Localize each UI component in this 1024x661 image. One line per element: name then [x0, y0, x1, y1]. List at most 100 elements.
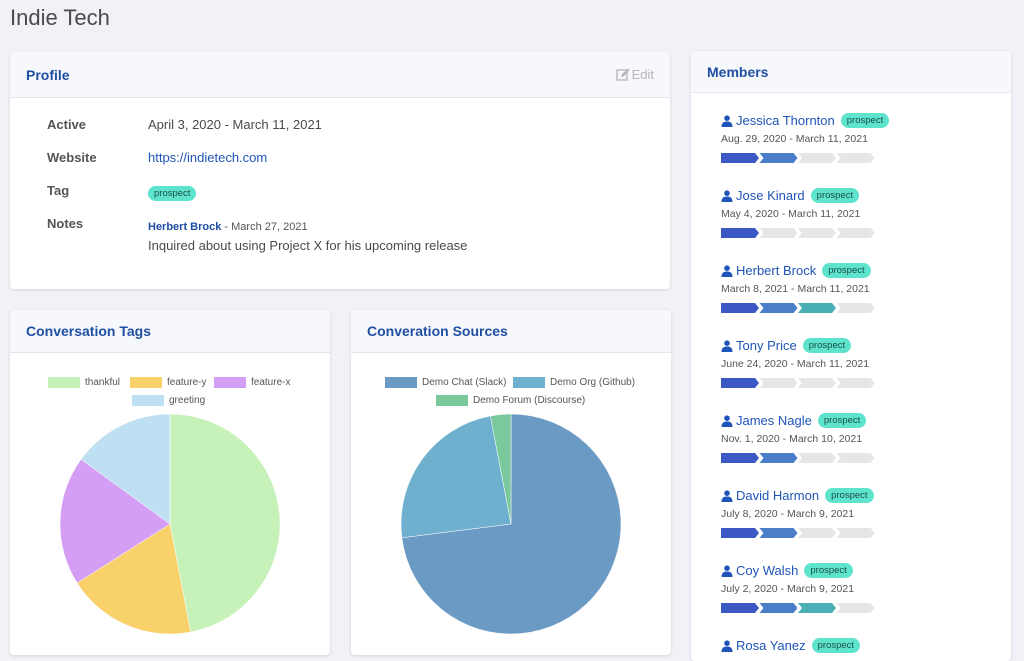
member-progress-step	[721, 453, 759, 463]
conversation-sources-legend-item[interactable]: Demo Chat (Slack)	[385, 377, 506, 388]
conversation-sources-slice-demo-org-github[interactable]	[400, 415, 512, 539]
member-progress-step	[759, 378, 798, 388]
member-item: James Nagle prospect Nov. 1, 2020 - March …	[721, 413, 877, 463]
member-item: Tony Price prospect June 24, 2020 - March …	[721, 338, 877, 388]
website-link[interactable]: https://indietech.com	[148, 150, 268, 165]
conversation-sources-legend-item[interactable]: Demo Org (Github)	[513, 377, 635, 388]
note-author[interactable]: Herbert Brock	[148, 221, 222, 233]
member-dates: Nov. 1, 2020 - March 10, 2021	[721, 433, 863, 445]
member-name-link[interactable]: James Nagle	[736, 413, 812, 428]
conversation-tags-legend-swatch	[132, 395, 164, 406]
person-icon	[721, 414, 733, 427]
member-item: Coy Walsh prospect July 2, 2020 - March 9,…	[721, 563, 877, 613]
conversation-tags-legend-label: greeting	[169, 395, 206, 406]
conversation-tags-pie	[59, 413, 281, 635]
member-name-row: Tony Price prospect	[721, 338, 877, 353]
person-icon	[721, 189, 733, 202]
member-progress-step	[836, 603, 875, 613]
member-item: David Harmon prospect July 8, 2020 - March…	[721, 488, 877, 538]
member-tag-badge: prospect	[825, 488, 874, 503]
conversation-sources-header: Converation Sources	[351, 310, 671, 353]
member-progress-step	[836, 303, 875, 313]
conversation-sources-legend: Demo Chat (Slack) Demo Org (Github) Demo F…	[351, 310, 671, 410]
member-name-link[interactable]: David Harmon	[736, 488, 820, 503]
member-progress-step	[721, 528, 759, 538]
conversation-sources-legend-item[interactable]: Demo Forum (Discourse)	[436, 395, 585, 406]
conversation-sources-slice-demo-chat-slack[interactable]	[401, 413, 622, 635]
conversation-tags-slice-feature-x[interactable]	[59, 458, 171, 584]
edit-button[interactable]: Edit	[615, 67, 654, 82]
member-progress-bar	[721, 453, 875, 463]
member-tag-badge: prospect	[822, 263, 871, 278]
conversation-sources-legend-swatch	[385, 377, 417, 388]
member-item: Herbert Brock prospect March 8, 2021 - Mar…	[721, 263, 877, 313]
member-name-row: Coy Walsh prospect	[721, 563, 877, 578]
notes-label: Notes	[47, 216, 84, 231]
edit-icon	[615, 68, 630, 81]
tag-badge: prospect	[148, 186, 197, 201]
person-icon	[721, 564, 733, 577]
member-name-link[interactable]: Rosa Yanez	[736, 638, 806, 653]
member-progress-step	[721, 153, 759, 163]
conversation-sources-legend-label: Demo Org (Github)	[550, 377, 636, 388]
member-dates: July 8, 2020 - March 9, 2021	[721, 508, 855, 520]
member-tag-badge: prospect	[810, 188, 860, 203]
conversation-tags-legend-item[interactable]: feature-x	[214, 377, 290, 388]
member-item: Jessica Thornton prospect Aug. 29, 2020 - …	[721, 113, 890, 163]
member-progress-step	[798, 228, 836, 238]
note-entry: Herbert Brock - March 27, 2021 Inquired …	[148, 218, 467, 253]
member-progress-step	[798, 378, 836, 388]
conversation-tags-slice-feature-y[interactable]	[76, 523, 191, 635]
conversation-tags-legend-item[interactable]: thankful	[48, 377, 120, 388]
member-progress-bar	[721, 603, 875, 613]
profile-card: Profile Edit Active April 3, 2020 - Marc…	[10, 52, 670, 289]
conversation-sources-legend-label: Demo Forum (Discourse)	[473, 395, 586, 406]
member-progress-step	[759, 528, 798, 538]
member-name-row: Herbert Brock prospect	[721, 263, 877, 278]
member-progress-step	[759, 453, 798, 463]
conversation-tags-legend: thankful feature-y feature-x greeting	[10, 310, 330, 410]
active-label: Active	[47, 117, 87, 132]
member-progress-step	[798, 528, 836, 538]
member-progress-step	[798, 453, 836, 463]
member-tag-badge: prospect	[802, 338, 852, 353]
member-name-link[interactable]: Tony Price	[736, 338, 797, 353]
conversation-sources-legend-label: Demo Chat (Slack)	[422, 377, 507, 388]
conversation-sources-pie	[400, 413, 622, 635]
page-title: Indie Tech	[10, 5, 110, 30]
edit-label: Edit	[631, 67, 654, 82]
member-name-link[interactable]: Herbert Brock	[736, 263, 817, 278]
member-name-link[interactable]: Coy Walsh	[736, 563, 799, 578]
conversation-tags-legend-item[interactable]: feature-y	[130, 377, 206, 388]
member-dates: Aug. 29, 2020 - March 11, 2021	[721, 133, 868, 145]
conversation-tags-slice-thankful[interactable]	[169, 413, 281, 633]
member-progress-step	[836, 378, 875, 388]
members-card: Members Jessica Thornton prospect Aug. 29,…	[691, 51, 1011, 661]
conversation-tags-legend-label: thankful	[85, 377, 121, 388]
member-name-row: Jose Kinard prospect	[721, 188, 877, 203]
member-name-link[interactable]: Jose Kinard	[736, 188, 805, 203]
person-icon	[721, 339, 733, 352]
member-progress-step	[721, 303, 759, 313]
conversation-sources-slice-demo-forum-discourse[interactable]	[490, 413, 512, 525]
conversation-tags-legend-item[interactable]: greeting	[132, 395, 205, 406]
member-progress-step	[759, 153, 798, 163]
member-progress-bar	[721, 528, 875, 538]
member-progress-step	[721, 378, 759, 388]
member-progress-bar	[721, 303, 875, 313]
conversation-sources-title: Converation Sources	[367, 323, 508, 339]
member-name-row: James Nagle prospect	[721, 413, 877, 428]
member-progress-step	[759, 228, 798, 238]
conversation-sources-legend-swatch	[513, 377, 545, 388]
member-progress-step	[721, 228, 759, 238]
conversation-tags-slice-greeting[interactable]	[80, 413, 171, 525]
website-label: Website	[47, 150, 97, 165]
member-progress-step	[836, 453, 875, 463]
member-progress-step	[836, 153, 875, 163]
conversation-tags-legend-label: feature-x	[251, 377, 291, 388]
member-progress-bar	[721, 378, 875, 388]
member-name-link[interactable]: Jessica Thornton	[736, 113, 835, 128]
conversation-tags-legend-swatch	[48, 377, 80, 388]
person-icon	[721, 489, 733, 502]
member-progress-bar	[721, 153, 875, 163]
